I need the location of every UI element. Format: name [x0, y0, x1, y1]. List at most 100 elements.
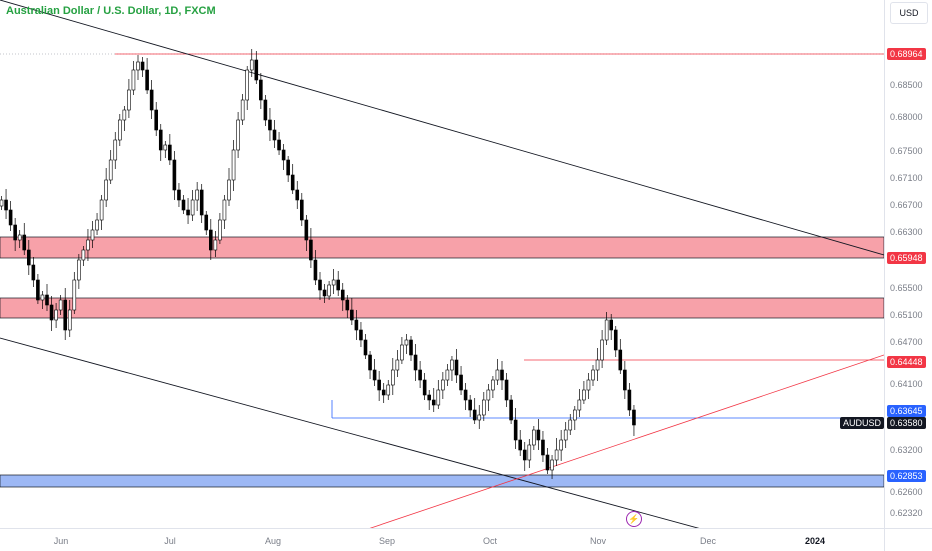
candle-body — [618, 349, 623, 371]
candle-body — [118, 119, 122, 141]
candle-body — [591, 369, 595, 381]
candle-body — [272, 129, 277, 141]
candle-body — [586, 379, 591, 391]
candle-body — [195, 189, 199, 201]
candle-body — [163, 144, 168, 151]
candle-body — [459, 374, 463, 391]
candle-body — [554, 449, 559, 461]
candle-body — [86, 239, 90, 251]
candle-body — [363, 339, 368, 356]
candle-body — [450, 359, 454, 371]
candle-body — [491, 379, 495, 391]
time-tick-label: 2024 — [804, 536, 826, 546]
candle-body — [604, 319, 609, 341]
candle-body — [527, 444, 532, 461]
currency-button[interactable]: USD — [890, 2, 928, 24]
time-axis[interactable]: Jun Jul Aug Sep Oct Nov Dec 2024 — [0, 528, 884, 551]
candle-body — [145, 69, 149, 91]
candle-body — [436, 389, 441, 406]
candle-body — [26, 249, 31, 266]
candle-body — [522, 449, 527, 461]
candle-body — [49, 304, 54, 321]
candle-body — [327, 284, 331, 297]
candle-body — [209, 229, 213, 251]
price-chart[interactable] — [0, 0, 884, 528]
candle-body — [463, 389, 468, 401]
candle-body — [140, 61, 145, 71]
chart-area[interactable]: Australian Dollar / U.S. Dollar, 1D, FXC… — [0, 0, 884, 528]
candle-body — [500, 369, 504, 381]
time-tick-label: Jul — [164, 536, 176, 546]
candle-body — [572, 409, 577, 421]
candle-body — [354, 319, 359, 331]
price-tick-label: 0.65500 — [890, 283, 923, 293]
candle-body — [577, 399, 582, 411]
candle-body — [623, 369, 627, 391]
candle-body — [172, 159, 177, 191]
price-tick-label: 0.65100 — [890, 310, 923, 320]
time-tick-label: Aug — [264, 536, 282, 546]
candle-body — [390, 369, 395, 386]
candle-body — [509, 399, 513, 421]
candle-body — [36, 279, 40, 301]
candle-body — [431, 399, 436, 406]
price-tick-label: 0.64100 — [890, 379, 923, 389]
axis-corner — [884, 528, 932, 551]
candle-body — [54, 309, 58, 321]
candle-body — [409, 339, 413, 356]
candle-body — [486, 389, 491, 401]
candle-body — [72, 279, 77, 311]
trend-line-upper — [0, 0, 884, 256]
lightning-icon[interactable]: ⚡ — [626, 511, 642, 527]
price-tag: 0.64448 — [887, 356, 926, 368]
candle-body — [454, 359, 459, 376]
candle-body — [131, 69, 136, 91]
candle-body — [290, 174, 295, 191]
candle-body — [418, 369, 422, 381]
price-tick-label: 0.68000 — [890, 112, 923, 122]
candle-body — [404, 339, 409, 346]
candle-body — [532, 429, 536, 446]
candle-body — [17, 234, 22, 241]
time-tick-label: Jun — [53, 536, 69, 546]
candle-body — [331, 279, 336, 286]
candle-body — [395, 359, 400, 371]
price-axis[interactable]: 0.68500 0.68000 0.67500 0.67100 0.66700 0.663… — [884, 0, 932, 528]
candle-body — [400, 344, 404, 361]
candle-body — [309, 239, 313, 261]
candle-body — [268, 119, 272, 131]
candle-body — [108, 159, 113, 181]
price-tick-label: 0.66300 — [890, 227, 923, 237]
candle-body — [613, 329, 618, 351]
candle-body — [295, 189, 300, 201]
candle-body — [67, 309, 72, 331]
price-tag: 0.63580 — [887, 417, 926, 429]
candle-body — [104, 179, 108, 201]
price-tag: 0.65948 — [887, 252, 926, 264]
candle-body — [4, 199, 8, 211]
candle-body — [304, 219, 309, 241]
candle-body — [45, 294, 49, 306]
price-tick-label: 0.66700 — [890, 200, 923, 210]
price-tick-label: 0.63200 — [890, 445, 923, 455]
candle-body — [22, 234, 27, 251]
price-tick-label: 0.68500 — [890, 80, 923, 90]
candle-body — [513, 419, 518, 441]
candle-body — [368, 354, 372, 371]
candle-body — [77, 259, 81, 281]
candle-body — [259, 79, 263, 101]
candle-body — [386, 384, 391, 396]
candle-body — [95, 219, 99, 231]
candle-body — [441, 379, 445, 391]
chart-title: Australian Dollar / U.S. Dollar, 1D, FXC… — [6, 5, 216, 17]
candle-body — [181, 199, 186, 211]
price-tag: 0.63645 — [887, 405, 926, 417]
price-tag: 0.62853 — [887, 470, 926, 482]
time-tick-label: Sep — [378, 536, 396, 546]
candle-body — [536, 429, 541, 441]
candle-body — [58, 299, 63, 311]
candle-body — [422, 379, 427, 396]
candle-body — [609, 319, 614, 331]
candle-body — [236, 119, 240, 151]
candle-body — [190, 199, 195, 216]
